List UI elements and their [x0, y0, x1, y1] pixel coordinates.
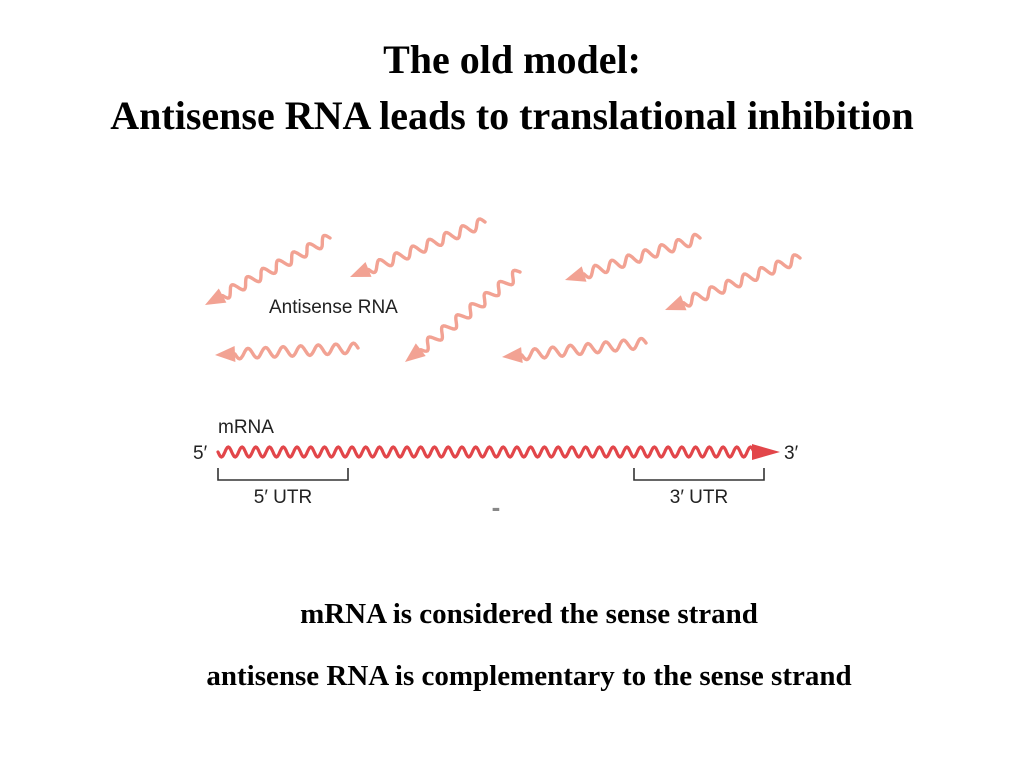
antisense-arrowhead-4 — [565, 266, 587, 282]
mrna-arrowhead — [752, 444, 780, 460]
mrna-strand — [216, 445, 756, 459]
antisense-strand-7 — [520, 336, 648, 362]
antisense-arrowhead-3 — [405, 343, 426, 362]
antisense-arrowhead-6 — [215, 346, 236, 362]
caption-sense-strand: mRNA is considered the sense strand — [300, 598, 758, 630]
utr5-bracket — [217, 468, 349, 481]
caption-antisense-complementary: antisense RNA is complementary to the se… — [206, 660, 852, 692]
antisense-strand-3 — [419, 268, 522, 353]
dash-mark: - — [492, 492, 501, 522]
utr5-label: 5′ UTR — [254, 487, 312, 508]
five-prime-label: 5′ — [193, 443, 208, 464]
antisense-label: Antisense RNA — [269, 297, 398, 318]
title-line-2: Antisense RNA leads to translational inh… — [110, 93, 914, 138]
antisense-strand-2 — [366, 217, 487, 275]
antisense-strand-6 — [233, 341, 360, 361]
antisense-strand-1 — [220, 233, 332, 300]
title-line-1: The old model: — [383, 37, 641, 82]
antisense-strand-4 — [582, 232, 702, 280]
utr3-label: 3′ UTR — [670, 487, 728, 508]
mrna-label: mRNA — [218, 417, 274, 438]
antisense-strands — [205, 217, 802, 363]
antisense-arrowhead-5 — [665, 295, 687, 311]
antisense-arrowhead-7 — [502, 347, 523, 363]
antisense-arrowhead-1 — [205, 288, 227, 305]
utr3-bracket — [633, 468, 765, 481]
antisense-arrowhead-2 — [350, 262, 372, 277]
antisense-strand-5 — [682, 253, 802, 308]
three-prime-label: 3′ — [784, 443, 799, 464]
